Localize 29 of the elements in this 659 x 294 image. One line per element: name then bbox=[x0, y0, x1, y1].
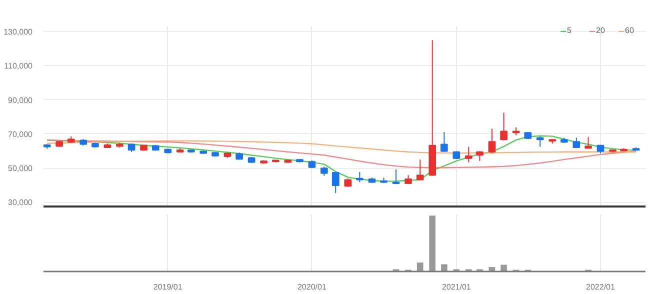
candlestick bbox=[464, 146, 472, 163]
y-tick-label: 70,000 bbox=[8, 130, 34, 139]
x-tick-label: 2019/01 bbox=[153, 282, 183, 292]
bar bbox=[429, 216, 436, 272]
candlestick bbox=[440, 131, 448, 152]
legend-label: 20 bbox=[596, 26, 606, 35]
legend-label: 5 bbox=[567, 26, 572, 35]
y-tick-label: 110,000 bbox=[4, 62, 34, 71]
legend-label: 60 bbox=[625, 26, 635, 35]
bar bbox=[416, 262, 424, 272]
candlestick bbox=[488, 128, 496, 154]
candlestick bbox=[416, 159, 424, 181]
bar bbox=[441, 264, 448, 272]
y-tick-label: 30,000 bbox=[8, 198, 34, 208]
x-tick-label: 2021/01 bbox=[442, 282, 472, 292]
x-tick-label: 2022/01 bbox=[586, 282, 616, 292]
y-tick-label: 130,000 bbox=[4, 28, 34, 37]
y-tick-label: 90,000 bbox=[8, 96, 34, 105]
candlestick bbox=[500, 112, 508, 141]
candlestick bbox=[320, 166, 328, 176]
y-tick-label: 50,000 bbox=[8, 164, 34, 174]
candlestick bbox=[356, 171, 364, 183]
candlestick bbox=[476, 150, 484, 162]
candlestick bbox=[392, 168, 400, 185]
candlestick bbox=[332, 171, 340, 194]
candlestick bbox=[536, 136, 544, 148]
x-tick-label: 2020/01 bbox=[297, 282, 327, 292]
line-series bbox=[46, 140, 637, 168]
bar bbox=[500, 264, 507, 272]
